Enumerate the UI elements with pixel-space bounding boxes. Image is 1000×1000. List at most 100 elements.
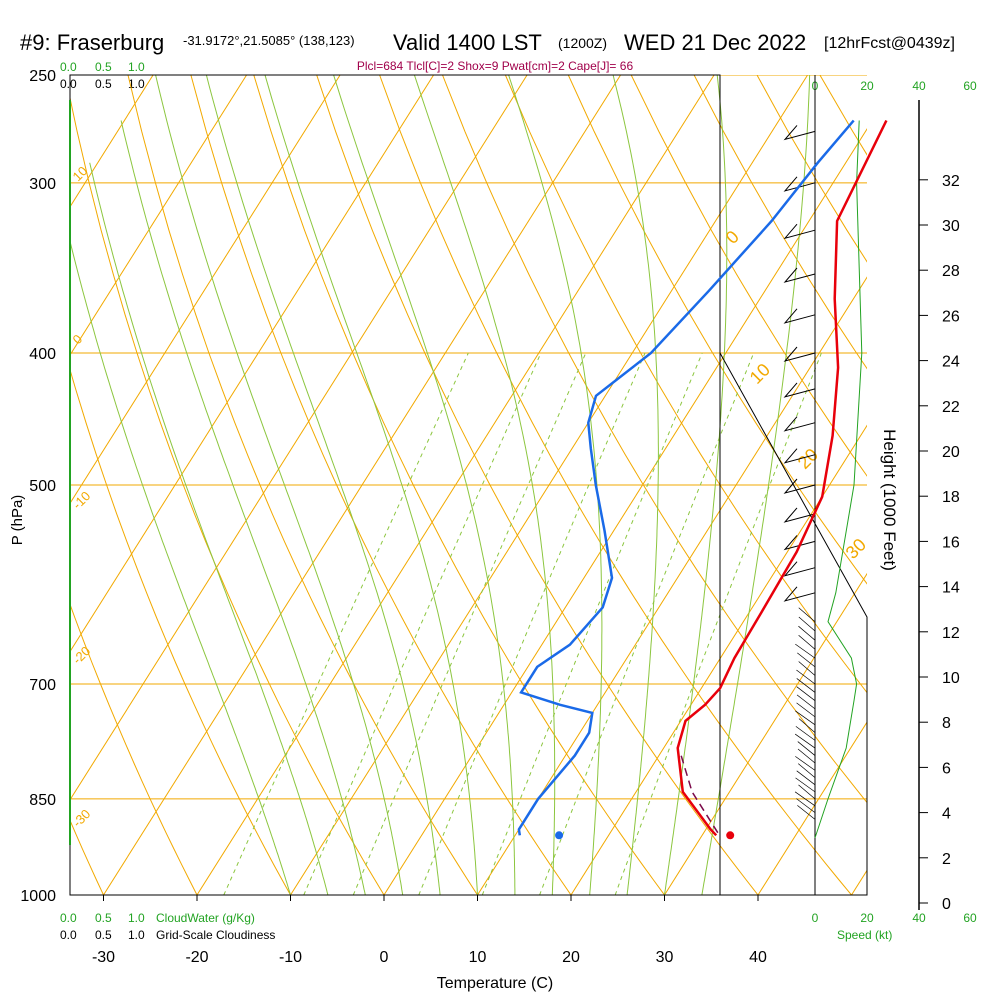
temperature-profile bbox=[678, 121, 887, 836]
x-tick-label: 30 bbox=[656, 949, 674, 966]
cloud-top-1: 0.5 bbox=[95, 60, 112, 74]
wind-barb bbox=[797, 678, 815, 692]
mixing-ratio-label: 12 bbox=[538, 894, 558, 914]
height-tick-label: 20 bbox=[942, 444, 960, 461]
speed-bottom-2: 40 bbox=[912, 911, 926, 925]
height-tick-label: 16 bbox=[942, 534, 960, 551]
header-date: WED 21 Dec 2022 bbox=[624, 30, 806, 55]
speed-bottom-3: 60 bbox=[963, 911, 977, 925]
mixing-ratio-label: 20 bbox=[615, 894, 635, 914]
indices-text: Plcl=684 Tlcl[C]=2 Shox=9 Pwat[cm]=2 Cap… bbox=[357, 59, 634, 73]
cloud-bottom-1: 0.5 bbox=[95, 911, 112, 925]
height-axis-title: Height (1000 Feet) bbox=[880, 429, 899, 571]
dry-adiabat-label: 20 bbox=[794, 445, 822, 473]
wind-barb bbox=[798, 742, 815, 756]
height-tick-label: 26 bbox=[942, 308, 960, 325]
height-tick-label: 30 bbox=[942, 218, 960, 235]
mixing-ratio-label: 2 bbox=[305, 901, 322, 915]
mixing-ratio-label: 5 bbox=[417, 901, 434, 915]
surface-temperature-marker bbox=[726, 831, 734, 839]
speed-top-1: 20 bbox=[860, 79, 874, 93]
cloudiness-bottom-0: 0.0 bbox=[60, 928, 77, 942]
cloudwater-scale-bottom: 0.0 0.5 1.0 CloudWater (g/Kg) bbox=[60, 911, 255, 925]
wind-barb bbox=[798, 749, 815, 763]
wind-barb bbox=[798, 626, 815, 640]
height-tick-label: 14 bbox=[942, 580, 960, 597]
cloud-bottom-2: 1.0 bbox=[128, 911, 145, 925]
pressure-tick-label: 1000 bbox=[20, 888, 56, 905]
height-tick-label: 22 bbox=[942, 399, 960, 416]
dry-adiabat-label: 10 bbox=[746, 360, 774, 388]
cloudiness-top-0: 0.0 bbox=[60, 77, 77, 91]
cloudiness-top-1: 0.5 bbox=[95, 77, 112, 91]
cloudwater-label: CloudWater (g/Kg) bbox=[156, 911, 255, 925]
dry-adiabat-label: 0 bbox=[722, 227, 743, 248]
x-tick-label: -30 bbox=[92, 949, 115, 966]
cloud-top-2: 1.0 bbox=[128, 60, 145, 74]
wind-barb bbox=[796, 726, 815, 740]
background-grid: 100-10-20-3001020301 2 3 5 8 12 20 bbox=[0, 75, 1000, 915]
wind-barb bbox=[797, 805, 815, 819]
dry-adiabat bbox=[946, 75, 1000, 895]
wind-barb bbox=[785, 268, 815, 282]
wind-barb bbox=[799, 635, 815, 649]
mixing-ratio-label: 3 bbox=[353, 901, 370, 915]
moist-adiabat bbox=[121, 121, 365, 896]
x-tick-label: 20 bbox=[562, 949, 580, 966]
pressure-tick-label: 850 bbox=[29, 792, 56, 809]
mixing-ratio-line bbox=[304, 353, 541, 895]
header-zulu: (1200Z) bbox=[558, 35, 607, 51]
cloud-bottom-0: 0.0 bbox=[60, 911, 77, 925]
speed-scale-bottom: 0 20 40 60 Speed (kt) bbox=[812, 911, 977, 942]
speed-bottom-0: 0 bbox=[812, 911, 819, 925]
cloud-top-0: 0.0 bbox=[60, 60, 77, 74]
moist-adiabat bbox=[90, 163, 328, 895]
x-tick-label: -20 bbox=[185, 949, 208, 966]
cloudwater-scale-top: 0.0 0.5 1.0 bbox=[60, 60, 145, 74]
wind-profile bbox=[785, 121, 862, 838]
x-tick-label: -10 bbox=[279, 949, 302, 966]
wind-barb bbox=[795, 756, 815, 770]
wind-speed-line bbox=[815, 121, 862, 838]
wind-barb bbox=[785, 417, 815, 431]
header-forecast: [12hrFcst@0439z] bbox=[824, 35, 955, 52]
speed-top-2: 40 bbox=[912, 79, 926, 93]
speed-bottom-1: 20 bbox=[860, 911, 874, 925]
wind-barb bbox=[785, 587, 815, 601]
wind-barb bbox=[785, 309, 815, 323]
pressure-tick-label: 700 bbox=[29, 677, 56, 694]
wind-barb bbox=[795, 734, 815, 748]
pressure-tick-label: 300 bbox=[29, 176, 56, 193]
wind-barb bbox=[796, 799, 815, 813]
pressure-tick-label: 500 bbox=[29, 478, 56, 495]
isotherm-label: 10 bbox=[70, 163, 91, 184]
cloudiness-bottom-1: 0.5 bbox=[95, 928, 112, 942]
wind-barb bbox=[797, 771, 815, 785]
height-tick-label: 24 bbox=[942, 354, 960, 371]
x-tick-label: 0 bbox=[380, 949, 389, 966]
height-tick-label: 12 bbox=[942, 625, 960, 642]
height-tick-label: 32 bbox=[942, 173, 960, 190]
wind-barb bbox=[785, 479, 815, 493]
x-tick-label: 10 bbox=[469, 949, 487, 966]
header-coords: -31.9172°,21.5085° (138,123) bbox=[183, 33, 355, 48]
dry-adiabat-label: 30 bbox=[842, 535, 870, 563]
wind-barb bbox=[797, 687, 815, 701]
speed-label: Speed (kt) bbox=[837, 928, 892, 942]
mixing-ratio-line bbox=[353, 353, 586, 895]
height-tick-label: 8 bbox=[942, 715, 951, 732]
header-station: #9: Fraserburg bbox=[20, 30, 164, 55]
wind-barb bbox=[798, 785, 815, 799]
dewpoint-profile bbox=[519, 121, 854, 836]
pressure-tick-label: 400 bbox=[29, 346, 56, 363]
mixing-ratio-label: 8 bbox=[480, 901, 497, 915]
wind-barb bbox=[797, 695, 815, 709]
height-tick-label: 2 bbox=[942, 851, 951, 868]
height-tick-label: 10 bbox=[942, 670, 960, 687]
pressure-tick-label: 250 bbox=[29, 68, 56, 85]
x-axis-title: Temperature (C) bbox=[437, 975, 553, 992]
y-axis-title: P (hPa) bbox=[9, 495, 26, 546]
wind-barb bbox=[796, 778, 815, 792]
cloudiness-scale-bottom: 0.0 0.5 1.0 Grid-Scale Cloudiness bbox=[60, 928, 275, 942]
